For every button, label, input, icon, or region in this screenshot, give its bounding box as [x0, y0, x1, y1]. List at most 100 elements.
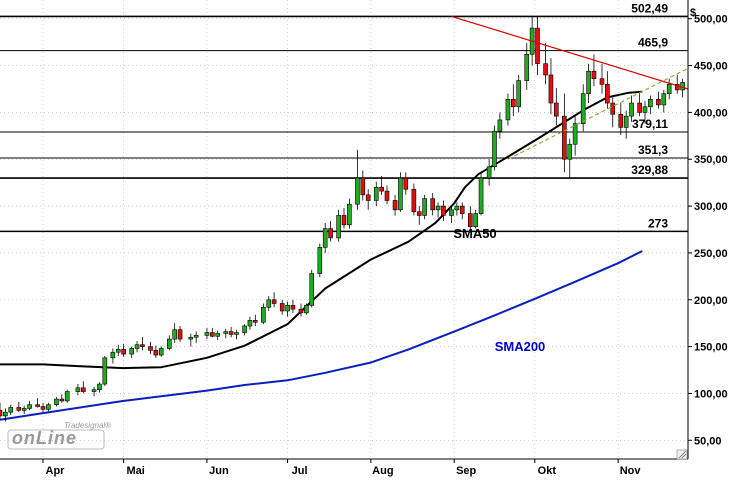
candle-down: [430, 198, 435, 211]
candle-up: [680, 82, 685, 91]
candle-down: [328, 228, 333, 239]
candle-up: [435, 205, 441, 211]
watermark: onLine Tradesignal®: [7, 421, 111, 450]
candle-down: [535, 27, 540, 64]
candle-up: [8, 407, 14, 413]
candle-down: [341, 215, 347, 226]
candle-up: [629, 102, 634, 117]
candle-down: [365, 194, 371, 201]
x-ticks: Apr Mai Jun Jul Aug Sep Okt Nov: [42, 459, 641, 477]
resize-handle[interactable]: [676, 449, 688, 460]
candle-down: [40, 406, 46, 410]
candle-down: [271, 299, 277, 304]
y-tick-label: 300,00: [694, 201, 728, 213]
candle-down: [121, 349, 126, 355]
candle-up: [158, 348, 164, 356]
candle-up: [285, 305, 290, 312]
candle-up: [648, 98, 653, 108]
sma200-line-group: [0, 250, 643, 421]
candle-down: [0, 409, 3, 417]
y-tick-label: 250,00: [694, 248, 728, 260]
candle-down: [392, 200, 398, 211]
candle-up: [21, 408, 27, 411]
support-trendline: [507, 67, 689, 160]
y-tick-label: 350,00: [694, 154, 728, 166]
level-label: 379,11: [632, 117, 668, 131]
candle-up: [234, 332, 239, 335]
y-tick-label: 500,00: [694, 14, 728, 26]
y-tick-label: 450,00: [694, 61, 728, 73]
y-ticks: 50,00 100,00 150,00 200,00 250,00 300,00 350,0…: [688, 14, 728, 447]
candle-up: [398, 177, 403, 211]
level-label: 465,9: [638, 36, 668, 50]
candle-up: [247, 320, 253, 327]
candle-up: [355, 177, 360, 205]
axes: $: [0, 0, 696, 460]
x-tick-label: Mai: [126, 465, 144, 477]
candle-down: [416, 211, 422, 216]
watermark-vendor: Tradesignal®: [64, 421, 111, 430]
candle-down: [360, 177, 366, 196]
candle-down: [637, 102, 642, 113]
candle-down: [610, 102, 616, 115]
candle-up: [661, 93, 667, 106]
candle-up: [317, 246, 323, 274]
candle-up: [97, 383, 102, 390]
candle-down: [599, 78, 605, 85]
candle-down: [674, 84, 680, 91]
candle-up: [623, 115, 629, 128]
candle-up: [266, 299, 272, 308]
sma50-line-group: [0, 90, 643, 370]
candle-down: [35, 404, 40, 407]
candle-up: [110, 351, 116, 359]
candle-down: [81, 387, 86, 392]
candle-down: [591, 70, 597, 79]
candle-up: [134, 344, 140, 349]
level-label: 329,88: [631, 163, 668, 177]
candle-up: [516, 80, 521, 108]
level-label: 502,49: [631, 1, 668, 15]
x-tick-label: Okt: [538, 465, 557, 477]
candle-up: [567, 143, 573, 160]
watermark-frame: [7, 429, 105, 450]
candle-up: [347, 203, 352, 226]
candle-up: [167, 338, 172, 349]
candle-up: [223, 331, 229, 334]
candle-up: [666, 84, 672, 94]
candle-down: [298, 308, 304, 314]
candle-up: [102, 357, 108, 385]
sma200-label: SMA200: [495, 339, 546, 354]
candle-down: [59, 398, 65, 402]
candle-down: [618, 113, 624, 128]
candle-up: [3, 411, 8, 417]
candle-down: [459, 205, 465, 214]
candle-up: [64, 391, 70, 402]
candle-down: [148, 346, 153, 351]
candle-down: [441, 205, 446, 216]
candle-up: [572, 123, 578, 145]
x-tick-label: Sep: [456, 465, 476, 477]
candle-down: [210, 332, 215, 337]
candle-down: [543, 63, 548, 76]
candle-down: [379, 187, 384, 192]
candle-up: [304, 305, 309, 314]
candle-down: [554, 102, 559, 117]
candle-up: [422, 198, 427, 216]
candle-up: [261, 306, 266, 323]
trendlines: [451, 15, 689, 160]
candle-down: [605, 84, 610, 104]
candle-up: [586, 70, 591, 94]
sma200-line: [0, 250, 643, 421]
watermark-brand: onLine: [12, 428, 77, 448]
candle-down: [253, 320, 258, 323]
candle-up: [242, 325, 247, 333]
candle-up: [524, 54, 530, 81]
candle-up: [505, 98, 511, 121]
y-tick-label: 150,00: [694, 342, 728, 354]
candlesticks: [0, 15, 685, 422]
x-tick-label: Jun: [209, 465, 229, 477]
y-tick-label: 400,00: [694, 107, 728, 119]
candle-up: [172, 329, 177, 340]
sma50-label: SMA50: [453, 226, 496, 241]
